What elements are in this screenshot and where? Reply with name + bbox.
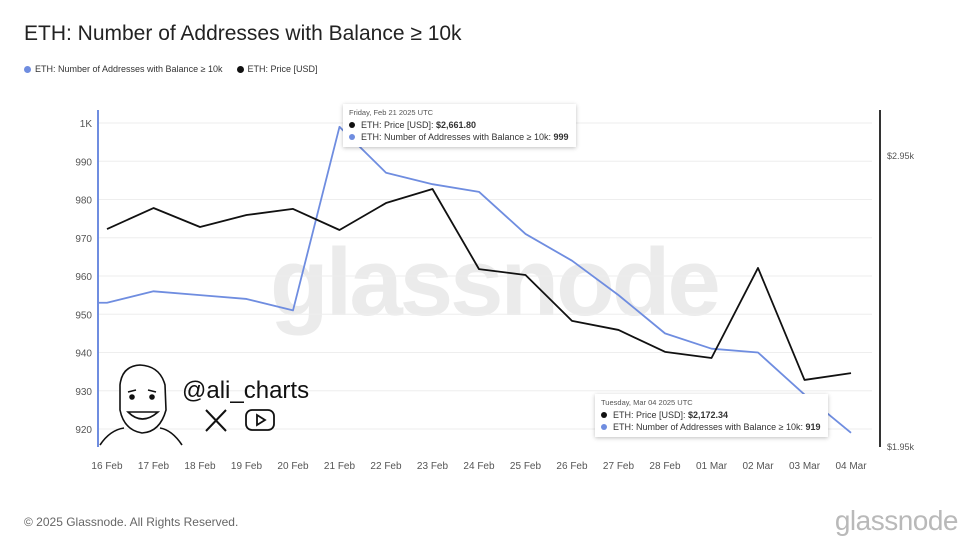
tooltip-price-row: ETH: Price [USD]: $2,172.34 — [601, 409, 821, 421]
y-left-tick-label: 990 — [75, 157, 92, 168]
x-tick-label: 21 Feb — [324, 461, 356, 472]
x-tick-label: 28 Feb — [649, 461, 681, 472]
legend: ETH: Number of Addresses with Balance ≥ … — [24, 64, 318, 74]
y-right-tick-label: $2.95k — [887, 151, 915, 161]
y-left-tick-label: 970 — [75, 234, 92, 245]
tooltip-price-label: ETH: Price [USD]: — [613, 410, 689, 420]
author-handle: @ali_charts — [182, 377, 310, 404]
x-tick-label: 17 Feb — [138, 461, 170, 472]
legend-item-price[interactable]: ETH: Price [USD] — [236, 64, 318, 74]
x-tick-label: 18 Feb — [184, 461, 216, 472]
tooltip-price-value: $2,661.80 — [436, 120, 477, 130]
x-tick-label: 25 Feb — [510, 461, 542, 472]
legend-label: ETH: Number of Addresses with Balance ≥ … — [35, 64, 223, 74]
copyright: © 2025 Glassnode. All Rights Reserved. — [24, 515, 239, 529]
legend-dot — [236, 66, 244, 73]
y-left-tick-label: 980 — [75, 196, 92, 207]
y-left-tick-label: 950 — [75, 310, 92, 321]
x-logo-icon[interactable] — [205, 409, 227, 432]
glassnode-logo: glassnode — [834, 505, 959, 536]
tooltip-addr-row: ETH: Number of Addresses with Balance ≥ … — [601, 421, 821, 433]
tooltip-addr-label: ETH: Number of Addresses with Balance ≥ … — [361, 132, 554, 142]
youtube-icon[interactable] — [245, 409, 275, 431]
x-tick-label: 04 Mar — [835, 461, 867, 472]
series-line-addresses — [98, 125, 852, 434]
tooltip-price-row: ETH: Price [USD]: $2,661.80 — [349, 119, 569, 131]
x-tick-label: 24 Feb — [463, 461, 495, 472]
y-left-tick-label: 920 — [75, 425, 92, 436]
y-right-tick-label: $1.95k — [887, 442, 915, 452]
tooltip-addr-value: 999 — [553, 132, 569, 142]
x-tick-label: 23 Feb — [417, 461, 449, 472]
legend-label: ETH: Price [USD] — [247, 64, 318, 74]
x-tick-label: 19 Feb — [231, 461, 263, 472]
y-left-tick-label: 1K — [80, 119, 93, 130]
tooltip-addr-label: ETH: Number of Addresses with Balance ≥ … — [613, 422, 806, 432]
x-tick-label: 03 Mar — [789, 461, 821, 472]
y-left-tick-label: 930 — [75, 387, 92, 398]
x-tick-label: 02 Mar — [742, 461, 774, 472]
legend-dot — [24, 66, 31, 73]
y-left-tick-label: 940 — [75, 349, 92, 360]
x-tick-label: 26 Feb — [556, 461, 588, 472]
x-tick-label: 16 Feb — [91, 461, 123, 472]
x-tick-label: 27 Feb — [603, 461, 635, 472]
tooltip-date: Tuesday, Mar 04 2025 UTC — [601, 398, 693, 407]
tooltip-price-value: $2,172.34 — [688, 410, 729, 420]
tooltip-addr-row: ETH: Number of Addresses with Balance ≥ … — [349, 131, 569, 143]
tooltip-mar04: Tuesday, Mar 04 2025 UTC ETH: Price [USD… — [595, 394, 828, 437]
caricature-avatar — [99, 364, 183, 446]
tooltip-addr-value: 919 — [805, 422, 821, 432]
tooltip-feb21: Friday, Feb 21 2025 UTC ETH: Price [USD]… — [343, 104, 576, 147]
x-tick-label: 22 Feb — [370, 461, 402, 472]
x-tick-label: 01 Mar — [696, 461, 728, 472]
tooltip-price-label: ETH: Price [USD]: — [361, 120, 437, 130]
y-left-tick-label: 960 — [75, 272, 92, 283]
legend-item-addresses[interactable]: ETH: Number of Addresses with Balance ≥ … — [24, 64, 223, 74]
x-tick-label: 20 Feb — [277, 461, 309, 472]
chart-title: ETH: Number of Addresses with Balance ≥ … — [24, 22, 462, 45]
tooltip-date: Friday, Feb 21 2025 UTC — [349, 108, 434, 117]
